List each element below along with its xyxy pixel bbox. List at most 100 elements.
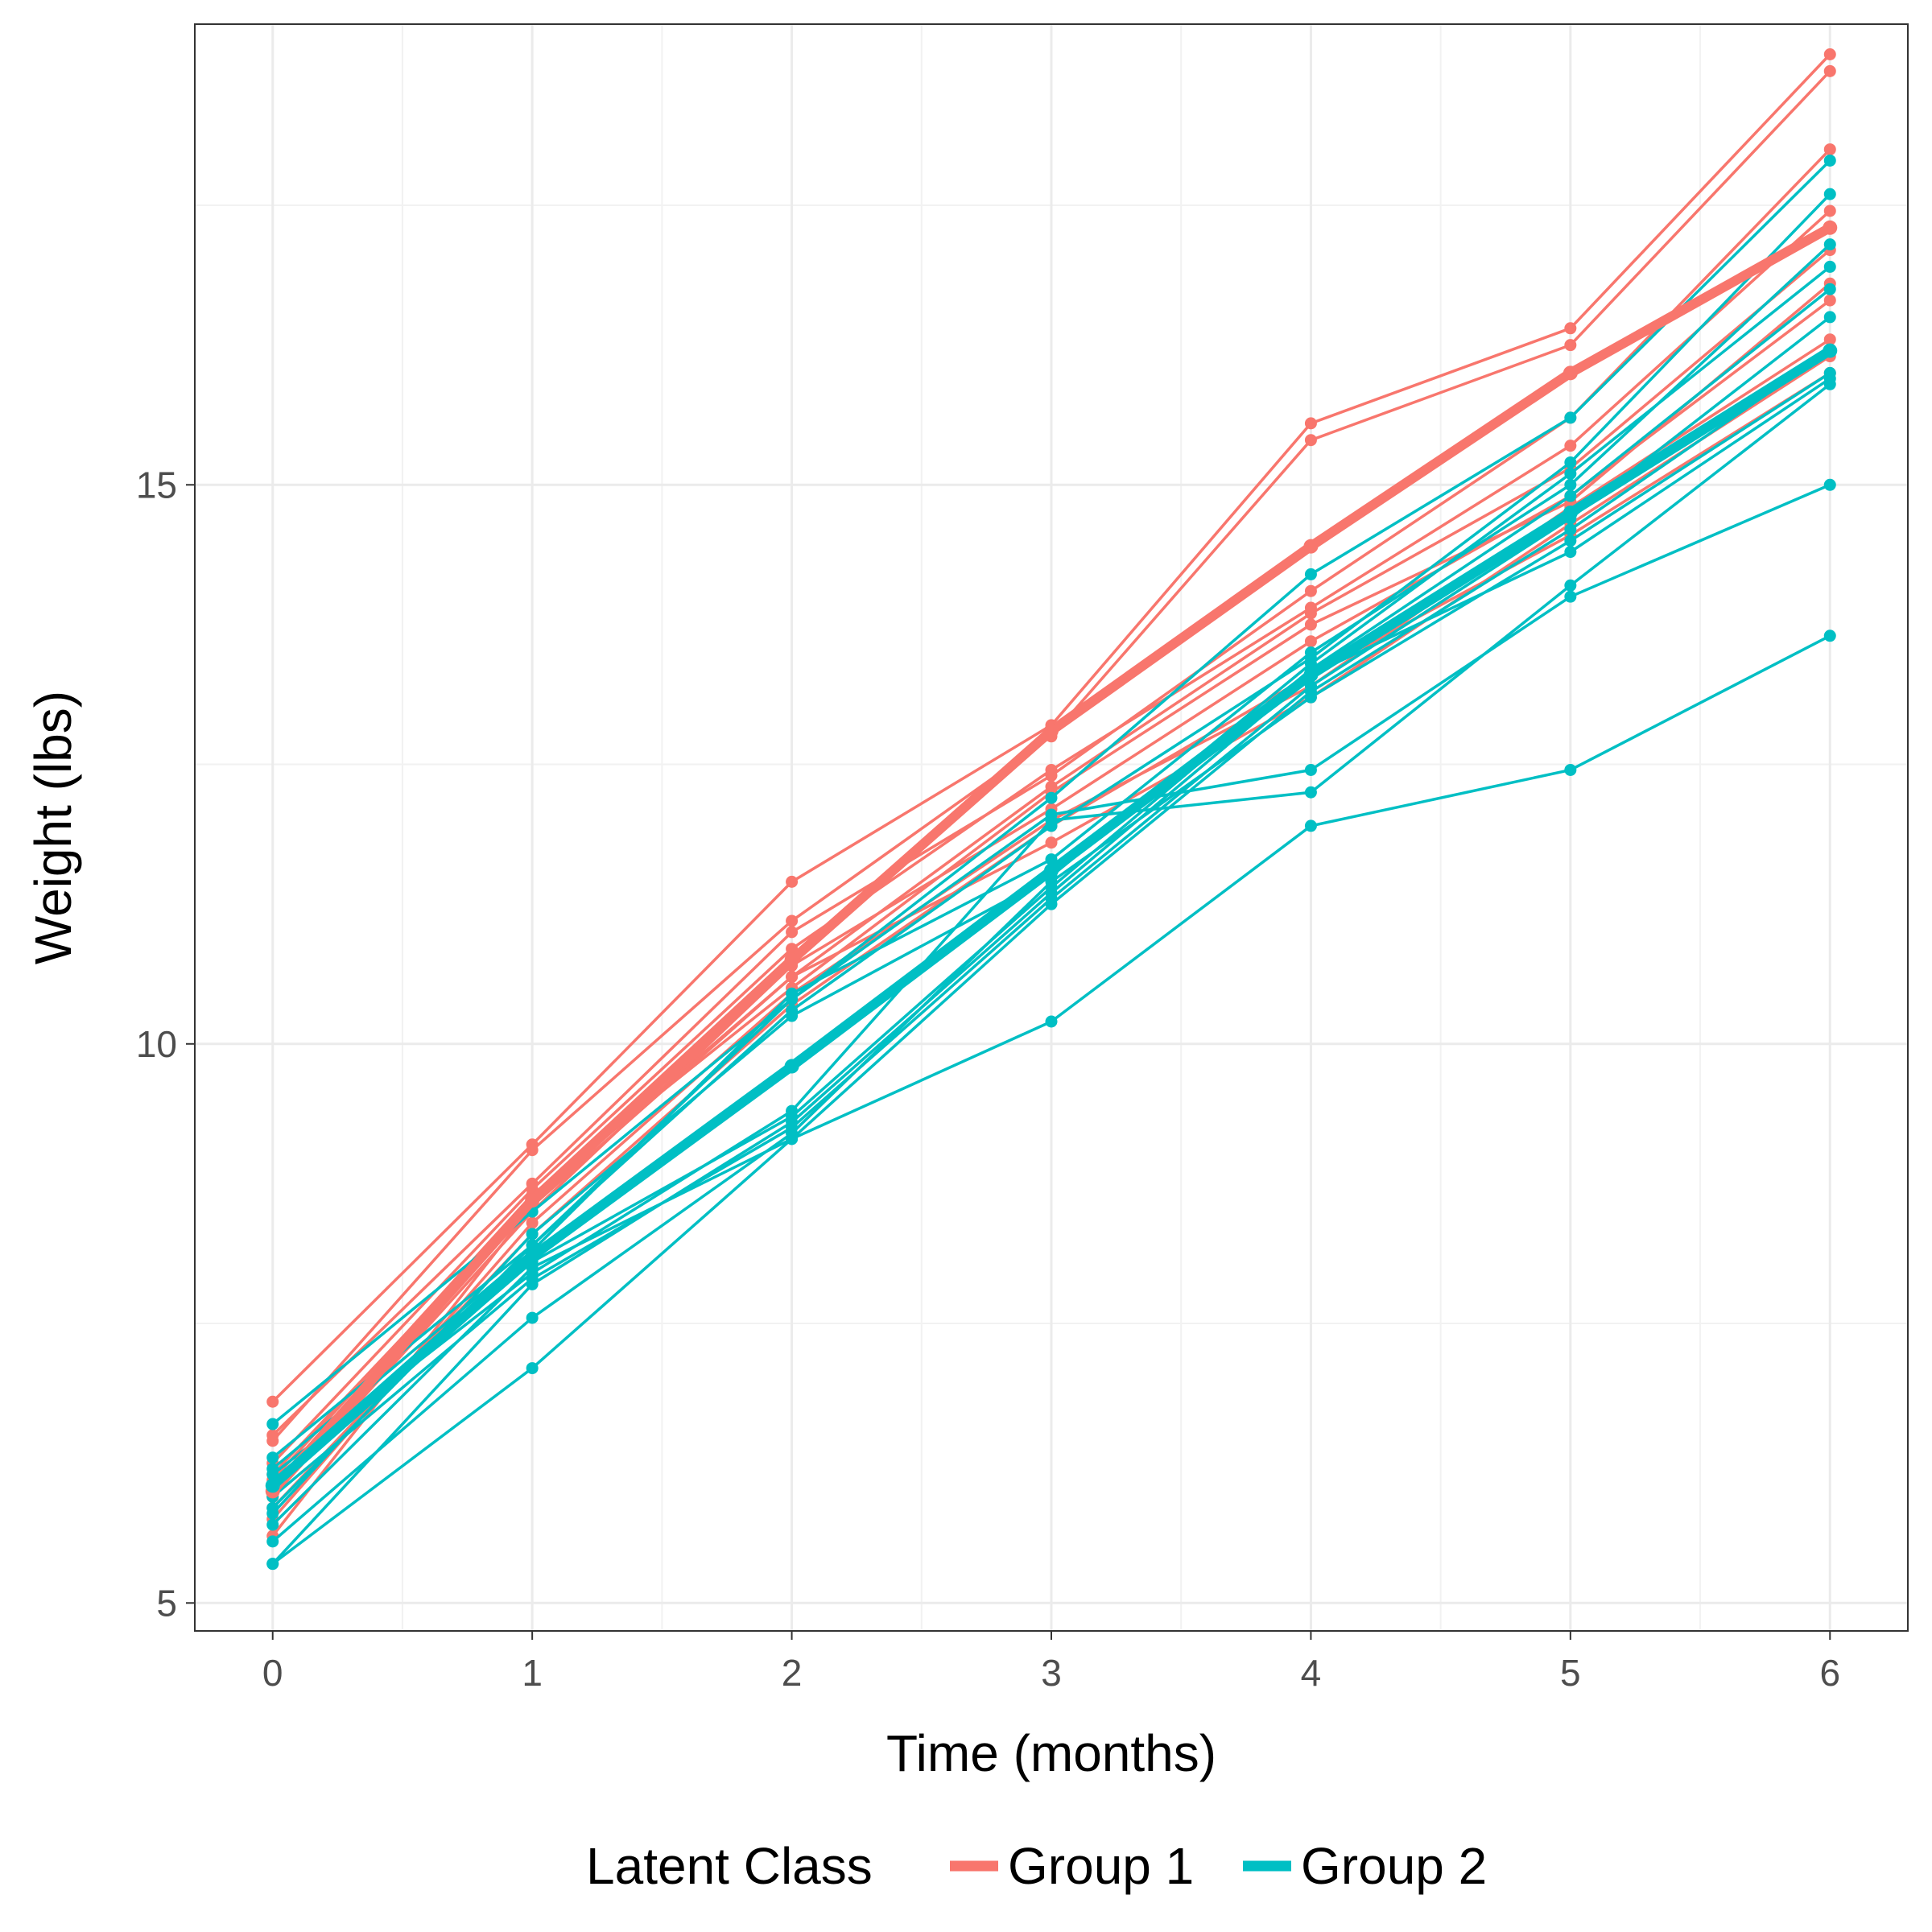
legend: Latent Class Group 1 Group 2 [586,1837,1487,1895]
data-point [1564,489,1577,502]
data-point [1823,204,1836,217]
x-tick-label: 0 [262,1652,283,1694]
mean-series-group-1 [265,220,1838,1499]
data-point [1304,434,1317,447]
data-point [1823,333,1836,346]
data-point [266,1418,279,1430]
data-point [526,1311,539,1324]
data-point [1564,440,1577,452]
data-point [1045,886,1058,899]
legend-label-group-1: Group 1 [1008,1837,1194,1895]
data-point [786,875,799,888]
x-tick-label: 1 [522,1652,543,1694]
data-point [786,1133,799,1146]
x-tick-label: 5 [1560,1652,1581,1694]
data-point [1564,478,1577,491]
data-point [1823,48,1836,61]
individual-series-21 [266,478,1836,1514]
data-point [1564,523,1577,536]
data-point [786,1009,799,1022]
data-point [526,1267,539,1280]
data-point [1304,763,1317,776]
y-tick-label: 5 [156,1582,177,1624]
data-point [1564,546,1577,559]
data-point [1823,478,1836,491]
data-point [1304,646,1317,659]
major-gridlines [195,24,1908,1631]
axis-ticks [186,484,1831,1640]
data-point [786,926,799,939]
data-point [266,1451,279,1464]
data-point [1045,808,1058,821]
data-point [526,1216,539,1229]
y-tick-labels: 5 10 15 [136,464,177,1624]
data-point [266,1429,279,1442]
data-point [1564,535,1577,547]
data-point [1045,898,1058,910]
data-point [266,1558,279,1571]
mean-data-point [1823,220,1838,235]
data-point [1564,579,1577,592]
mean-data-point [525,1193,540,1208]
data-point [1304,568,1317,580]
data-point [1823,154,1836,167]
data-point [1564,467,1577,480]
data-point [1823,143,1836,156]
x-tick-label: 3 [1041,1652,1062,1694]
data-point [1564,411,1577,424]
mean-data-point [1823,343,1838,358]
data-point [1823,64,1836,77]
mean-series-lines [265,220,1838,1499]
data-point [1823,260,1836,273]
data-point [526,1144,539,1157]
legend-title: Latent Class [586,1837,873,1895]
mean-data-point [1044,863,1059,878]
mean-data-point [525,1249,540,1264]
data-point [1304,819,1317,832]
data-point [786,970,799,983]
data-point [526,1228,539,1241]
data-point [1045,763,1058,776]
data-point [266,1395,279,1408]
mean-data-point [784,952,799,968]
data-point [1045,836,1058,849]
data-point [1564,322,1577,335]
data-point [1304,607,1317,620]
y-tick-label: 15 [136,464,177,506]
data-point [1564,590,1577,603]
y-axis-title: Weight (lbs) [24,691,82,964]
data-point [1823,311,1836,324]
mean-data-point [1563,365,1578,381]
data-point [1823,188,1836,200]
mean-data-point [1303,667,1319,683]
data-point [1564,763,1577,776]
x-tick-labels: 0 1 2 3 4 5 6 [262,1652,1840,1694]
data-point [786,1104,799,1117]
data-point [266,1518,279,1531]
data-point [1304,635,1317,648]
data-point [786,914,799,927]
data-point [1304,786,1317,799]
mean-data-point [1044,723,1059,738]
data-point [1304,417,1317,430]
data-point [266,1535,279,1548]
data-point [1304,691,1317,704]
data-point [526,1362,539,1375]
data-point [1823,630,1836,642]
mean-data-point [784,1059,799,1074]
data-point [1823,294,1836,307]
data-point [1045,791,1058,804]
x-tick-label: 2 [782,1652,803,1694]
data-point [1304,618,1317,631]
data-point [786,993,799,1005]
data-point [1045,1015,1058,1028]
mean-series-group-2 [265,343,1838,1493]
x-axis-title: Time (months) [886,1724,1216,1782]
mean-data-point [1303,539,1319,554]
data-point [1823,283,1836,295]
data-point [1564,456,1577,469]
data-point [266,1501,279,1514]
y-tick-label: 10 [136,1023,177,1065]
x-tick-label: 4 [1301,1652,1322,1694]
